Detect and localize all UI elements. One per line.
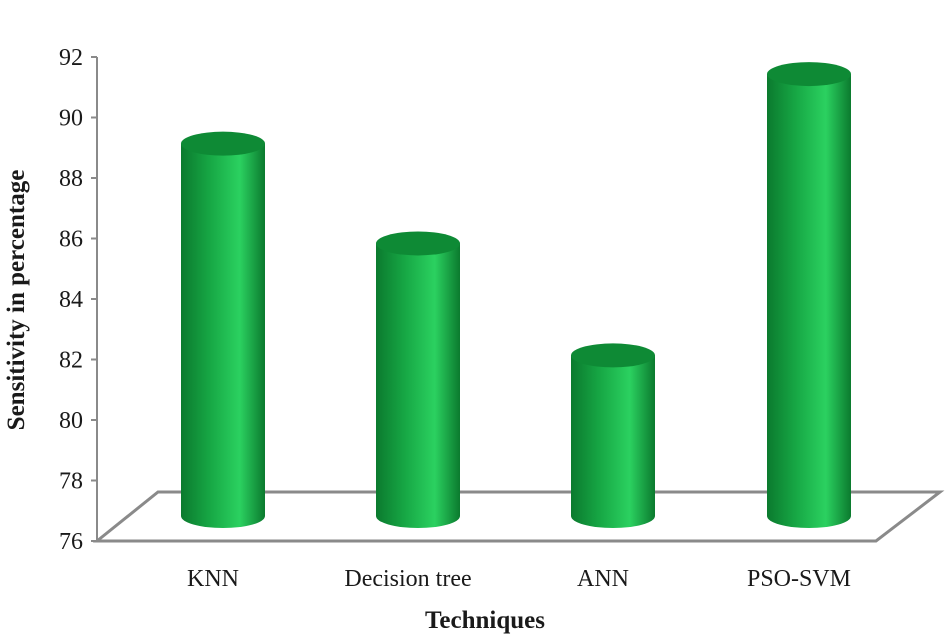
category-labels: KNN Decision tree ANN PSO-SVM: [187, 566, 851, 592]
floor-plane: [92, 490, 945, 543]
y-tick-label: 86: [59, 227, 83, 253]
bar: [571, 343, 655, 528]
bar-body: [767, 74, 851, 528]
bar-top: [767, 62, 851, 87]
x-category-label: Decision tree: [344, 566, 471, 592]
bar: [376, 231, 460, 528]
y-tick-label: 82: [59, 348, 83, 374]
chart-floor: [92, 490, 945, 543]
x-category-label: ANN: [577, 566, 629, 592]
y-tick-label: 84: [59, 287, 83, 313]
y-axis-title: Sensitivity in percentage: [3, 170, 30, 431]
y-tick-label: 90: [59, 106, 83, 132]
x-category-label: PSO-SVM: [747, 566, 851, 592]
y-tick-label: 80: [59, 408, 83, 434]
bar: [181, 131, 265, 528]
bar-body: [181, 143, 265, 528]
x-axis-title: Techniques: [425, 607, 545, 634]
bar-top: [181, 131, 265, 156]
bar-body: [571, 355, 655, 528]
bar-top: [376, 231, 460, 256]
y-tick-label: 92: [59, 45, 83, 71]
y-tick-label: 78: [59, 469, 83, 495]
y-axis: 76 78 80 82 84 86 88 90 92: [59, 45, 98, 555]
bar-top: [571, 343, 655, 368]
bar: [767, 62, 851, 528]
y-tick-label: 76: [59, 529, 83, 555]
x-category-label: KNN: [187, 566, 239, 592]
y-tick-label: 88: [59, 166, 83, 192]
bars: [181, 62, 851, 528]
bar-body: [376, 243, 460, 528]
